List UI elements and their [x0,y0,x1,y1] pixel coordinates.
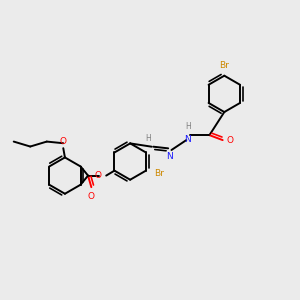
Text: N: N [167,152,173,161]
Text: Br: Br [219,61,229,70]
Text: N: N [184,136,191,145]
Text: O: O [227,136,234,145]
Text: H: H [145,134,151,143]
Text: H: H [185,122,191,131]
Text: Br: Br [154,169,164,178]
Text: O: O [88,192,95,201]
Text: O: O [60,136,67,146]
Text: O: O [95,171,102,180]
